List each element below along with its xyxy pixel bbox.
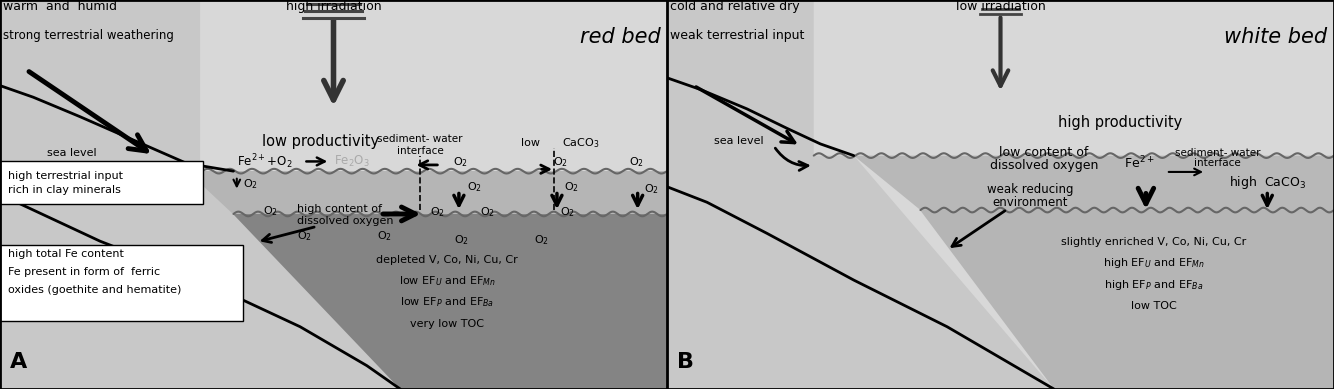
Text: interface: interface [396,145,444,156]
Text: O$_2$: O$_2$ [243,177,259,191]
Text: sediment- water: sediment- water [1174,147,1261,158]
Text: O$_2$: O$_2$ [430,205,446,219]
Text: high EF$_U$ and EF$_{Mn}$: high EF$_U$ and EF$_{Mn}$ [1103,256,1205,270]
Text: O$_2$: O$_2$ [630,155,644,169]
Text: high productivity: high productivity [1058,115,1183,130]
Text: O$_2$: O$_2$ [552,155,568,169]
Text: high irradiation: high irradiation [285,0,382,13]
Text: very low TOC: very low TOC [410,319,484,329]
Text: rich in clay minerals: rich in clay minerals [8,185,121,195]
Text: low irradiation: low irradiation [955,0,1046,13]
Text: dissolved oxygen: dissolved oxygen [296,216,394,226]
Text: O$_2$: O$_2$ [296,229,312,243]
Text: dissolved oxygen: dissolved oxygen [990,159,1098,172]
Text: sea level: sea level [714,136,763,146]
Polygon shape [187,171,667,214]
Text: A: A [9,352,27,371]
Text: white bed: white bed [1225,27,1327,47]
Text: Fe$^{2+}$+O$_2$: Fe$^{2+}$+O$_2$ [237,152,292,171]
Text: high total Fe content: high total Fe content [8,249,124,259]
Text: O$_2$: O$_2$ [376,229,392,243]
Text: O$_2$: O$_2$ [454,233,468,247]
Polygon shape [667,0,1054,389]
Text: Fe$_2$O$_3$: Fe$_2$O$_3$ [334,154,370,169]
Text: high content of: high content of [296,204,382,214]
Text: oxides (goethite and hematite): oxides (goethite and hematite) [8,285,181,295]
Text: low productivity: low productivity [261,135,379,149]
Polygon shape [920,210,1334,389]
Text: high EF$_P$ and EF$_{Ba}$: high EF$_P$ and EF$_{Ba}$ [1105,278,1203,292]
Text: CaCO$_3$: CaCO$_3$ [562,136,599,150]
Text: O$_2$: O$_2$ [534,233,548,247]
FancyBboxPatch shape [0,245,243,321]
Text: O$_2$: O$_2$ [560,205,575,219]
Text: sediment- water: sediment- water [378,134,463,144]
Text: slightly enriched V, Co, Ni, Cu, Cr: slightly enriched V, Co, Ni, Cu, Cr [1062,237,1246,247]
FancyBboxPatch shape [0,161,203,204]
Text: Fe present in form of  ferric: Fe present in form of ferric [8,266,160,277]
Text: Fe$^{2+}$: Fe$^{2+}$ [1123,154,1154,171]
Text: O$_2$: O$_2$ [467,180,482,194]
Text: low: low [520,138,540,148]
Text: interface: interface [1194,158,1241,168]
Text: sea level: sea level [47,147,96,158]
Text: B: B [676,352,694,371]
Text: low EF$_P$ and EF$_{Ba}$: low EF$_P$ and EF$_{Ba}$ [400,295,494,309]
Text: low EF$_U$ and EF$_{Mn}$: low EF$_U$ and EF$_{Mn}$ [399,274,495,288]
Polygon shape [233,214,667,389]
Text: high  CaCO$_3$: high CaCO$_3$ [1229,173,1306,191]
Text: O$_2$: O$_2$ [480,205,495,219]
Text: low content of: low content of [999,145,1089,159]
Text: weak reducing: weak reducing [987,182,1074,196]
Text: O$_2$: O$_2$ [644,182,659,196]
Text: cold and relative dry: cold and relative dry [671,0,800,13]
Text: environment: environment [992,196,1069,209]
Text: low TOC: low TOC [1131,301,1177,311]
Text: warm  and  humid: warm and humid [3,0,117,13]
Text: strong terrestrial weathering: strong terrestrial weathering [3,29,175,42]
Text: O$_2$: O$_2$ [452,155,468,169]
Text: depleted V, Co, Ni, Cu, Cr: depleted V, Co, Ni, Cu, Cr [376,254,518,265]
Text: O$_2$: O$_2$ [563,180,579,194]
Text: O$_2$: O$_2$ [264,204,279,218]
Polygon shape [814,156,1334,210]
Text: high terrestrial input: high terrestrial input [8,171,123,181]
Text: weak terrestrial input: weak terrestrial input [671,29,804,42]
Polygon shape [0,0,400,389]
Text: red bed: red bed [579,27,660,47]
